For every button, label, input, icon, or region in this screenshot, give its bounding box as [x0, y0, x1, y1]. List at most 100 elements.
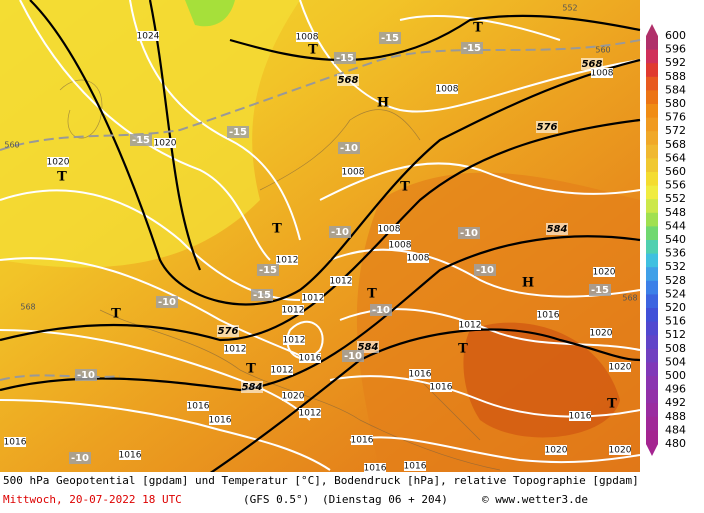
pressure-label-bg: [569, 411, 591, 421]
topography-lines: [0, 39, 641, 381]
pressure-label-bg: [545, 445, 567, 455]
temperature-label: -15: [336, 53, 354, 64]
temperature-label: -15: [229, 127, 247, 138]
colorbar-band: [646, 321, 658, 336]
pressure-label-bg: [351, 435, 373, 445]
geopotential-label: 584: [547, 224, 568, 235]
pressure-label: 1020: [282, 392, 305, 402]
topography-label: 568: [20, 303, 35, 312]
symbols-label: T: [607, 397, 617, 412]
pressure-label: 1016: [299, 354, 322, 364]
colorbar-label: 544: [665, 219, 686, 232]
colorbar-label: 592: [665, 56, 686, 69]
colorbar-band: [646, 199, 658, 214]
pressure-label-bg: [378, 224, 400, 234]
geopotential-label: 584: [242, 382, 263, 393]
pressure-label: 1020: [609, 363, 632, 373]
pressure-label-bg: [342, 167, 364, 177]
geopotential-label-bg: [581, 58, 603, 70]
colorbar-label: 556: [665, 179, 686, 192]
symbols-label: T: [458, 342, 468, 357]
colorbar-label: 524: [665, 287, 686, 300]
pressure-label-bg: [591, 68, 613, 78]
pressure-label: 1012: [276, 256, 299, 266]
temperature-label-bg: [370, 304, 392, 316]
temperature-label: -15: [253, 290, 271, 301]
footer-model: (GFS 0.5°): [243, 493, 309, 506]
colorbar-label: 540: [665, 233, 686, 246]
symbols-label: T: [111, 307, 121, 322]
green-region: [185, 0, 235, 27]
geopotential-label: 568: [582, 59, 603, 70]
footer-site: © www.wetter3.de: [482, 493, 588, 506]
colorbar-band: [646, 76, 658, 91]
colorbar-band: [646, 294, 658, 309]
footer-title: 500 hPa Geopotential [gpdam] und Tempera…: [3, 474, 639, 487]
colorbar-label: 516: [665, 315, 686, 328]
temperature-label-bg: [156, 296, 178, 308]
pressure-label: 1020: [545, 446, 568, 456]
pressure-label: 1020: [590, 329, 613, 339]
pressure-label: 1012: [459, 321, 482, 331]
colorbar-label: 588: [665, 70, 686, 83]
pressure-label-bg: [389, 240, 411, 250]
pressure-label: 1012: [330, 277, 353, 287]
colorbar-band: [646, 144, 658, 159]
colorbar-band: [646, 117, 658, 132]
pressure-label: 1016: [364, 464, 387, 474]
colorbar-label: 532: [665, 260, 686, 273]
temperature-label-bg: [227, 126, 249, 138]
pressure-label: 1012: [224, 345, 247, 355]
colorbar-label: 520: [665, 301, 686, 314]
pressure-label: 1016: [119, 451, 142, 461]
temperature-label: -15: [259, 265, 277, 276]
symbols-label: T: [272, 222, 282, 237]
colorbar-label: 480: [665, 437, 686, 450]
temperature-label: -15: [381, 33, 399, 44]
pressure-label-bg: [330, 276, 352, 286]
colorbar-band: [646, 49, 658, 64]
geopotential-label: 584: [358, 342, 379, 353]
colorbar-label: 528: [665, 274, 686, 287]
pressure-label: 1008: [407, 254, 430, 264]
pressure-label: 1012: [282, 306, 305, 316]
temperature-label-bg: [461, 42, 483, 54]
colorbar-band: [646, 172, 658, 187]
pressure-label-bg: [590, 328, 612, 338]
colorbar-band: [646, 158, 658, 173]
pressure-label-bg: [283, 335, 305, 345]
colorbar-band: [646, 90, 658, 105]
colorbar-band: [646, 348, 658, 363]
temperature-label-bg: [251, 289, 273, 301]
pressure-label-bg: [137, 31, 159, 41]
colorbar-band: [646, 267, 658, 282]
pressure-label: 1020: [47, 158, 70, 168]
pressure-label: 1012: [299, 409, 322, 419]
colorbar-label: 580: [665, 97, 686, 110]
temperature-label: -10: [460, 228, 478, 239]
temperature-label: -15: [463, 43, 481, 54]
pressure-label-bg: [154, 138, 176, 148]
geopotential-lines: [0, 0, 641, 481]
colorbar-band: [646, 416, 658, 431]
temperature-label: -10: [158, 297, 176, 308]
colorbar-band: [646, 185, 658, 200]
temperature-label: -10: [71, 453, 89, 464]
colorbar-label: 568: [665, 138, 686, 151]
colorbar-band: [646, 240, 658, 255]
colorbar-band: [646, 280, 658, 295]
pressure-label-bg: [537, 310, 559, 320]
colorbar-band: [646, 63, 658, 78]
colorbar-label: 584: [665, 83, 686, 96]
pressure-label: 1016: [4, 438, 27, 448]
pressure-label: 1016: [404, 462, 427, 472]
pressure-label-bg: [609, 362, 631, 372]
pressure-label-bg: [302, 293, 324, 303]
colorbar-label: 552: [665, 192, 686, 205]
temperature-label-bg: [69, 452, 91, 464]
colorbar-label: 496: [665, 383, 686, 396]
colorbar-label: 596: [665, 43, 686, 56]
pressure-label-bg: [299, 408, 321, 418]
pressure-label-bg: [299, 353, 321, 363]
